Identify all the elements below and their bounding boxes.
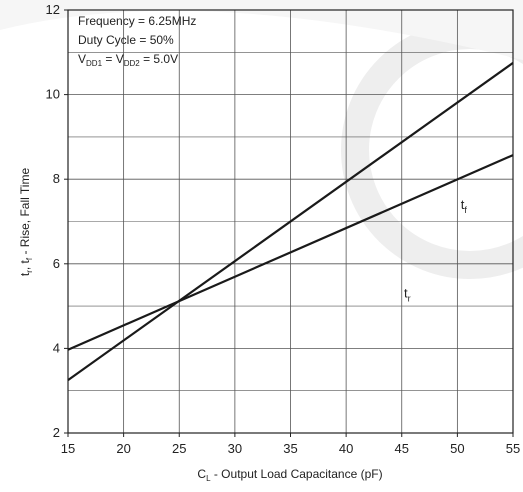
x-axis-label: CL - Output Load Capacitance (pF)	[197, 467, 382, 483]
y-tick-label: 2	[53, 425, 60, 440]
series-labels: tf tr	[404, 197, 467, 304]
watermark-swoosh	[0, 0, 523, 60]
series-label-tr: tr	[404, 286, 411, 304]
x-tick-label: 50	[450, 441, 464, 456]
y-axis-ticks: 2 4 6 8 10 12	[46, 2, 68, 440]
series-label-tf: tf	[461, 197, 468, 215]
y-tick-label: 6	[53, 256, 60, 271]
x-tick-label: 30	[228, 441, 242, 456]
annotation-duty-cycle: Duty Cycle = 50%	[78, 33, 174, 47]
watermark-logo	[0, 0, 523, 279]
x-tick-label: 45	[395, 441, 409, 456]
annotation-frequency: Frequency = 6.25MHz	[78, 14, 196, 28]
grid-lines	[68, 10, 513, 433]
y-tick-label: 4	[53, 340, 60, 355]
y-tick-label: 10	[46, 87, 60, 102]
data-lines	[67, 62, 514, 381]
series-line-tr	[67, 154, 514, 351]
y-axis-label: tr, tf - Rise, Fall Time	[18, 168, 34, 277]
x-tick-label: 55	[506, 441, 520, 456]
x-tick-label: 15	[61, 441, 75, 456]
y-tick-label: 12	[46, 2, 60, 17]
series-line-tf	[67, 62, 514, 381]
condition-annotations: Frequency = 6.25MHz Duty Cycle = 50% VDD…	[78, 14, 196, 68]
x-tick-label: 40	[339, 441, 353, 456]
y-tick-label: 8	[53, 171, 60, 186]
annotation-vdd: VDD1 = VDD2 = 5.0V	[78, 52, 178, 68]
x-tick-label: 35	[283, 441, 297, 456]
x-tick-label: 25	[172, 441, 186, 456]
x-axis-ticks: 15 20 25 30 35 40 45 50 55	[61, 433, 520, 456]
x-tick-label: 20	[116, 441, 130, 456]
watermark-ring	[341, 21, 523, 279]
